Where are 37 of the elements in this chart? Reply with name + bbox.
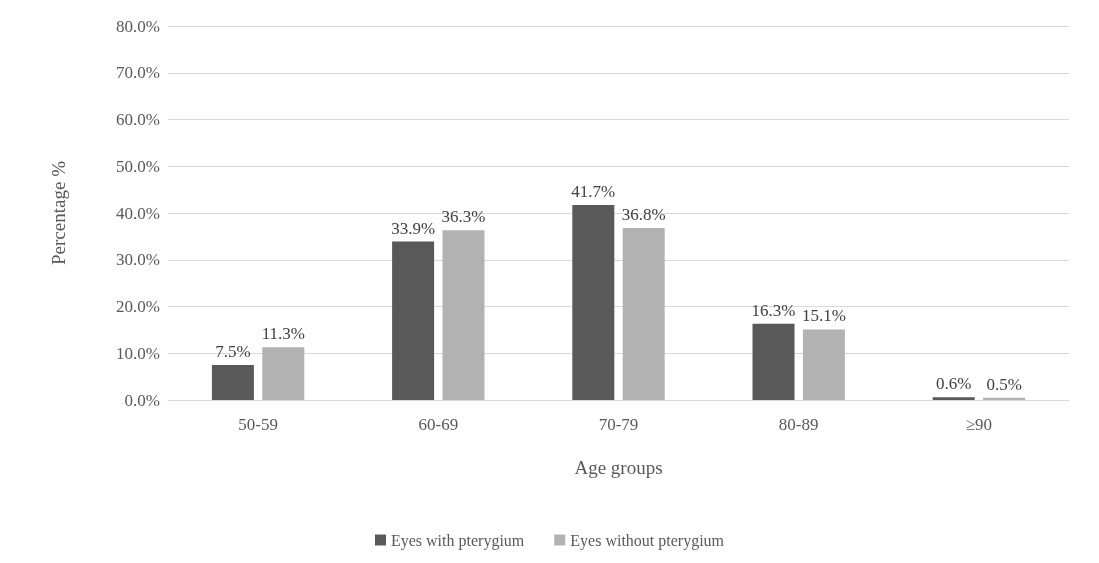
y-tick-label: 10.0%: [116, 343, 160, 363]
bar: [622, 227, 665, 400]
bar: [442, 230, 485, 400]
y-tick-label: 70.0%: [116, 63, 160, 83]
data-label: 0.5%: [986, 374, 1022, 394]
y-tick-label: 80.0%: [116, 16, 160, 36]
bar: [752, 323, 795, 400]
y-tick-label: 50.0%: [116, 156, 160, 176]
y-tick-label: 40.0%: [116, 203, 160, 223]
data-label: 33.9%: [391, 218, 436, 238]
x-tick-label: 60-69: [418, 415, 459, 434]
x-tick-label: 70-79: [598, 415, 639, 434]
x-tick-label: 50-59: [238, 415, 278, 434]
bar: [211, 364, 254, 400]
bar: [932, 397, 975, 400]
legend-label: Eyes without pterygium: [570, 531, 725, 550]
data-label: 36.3%: [441, 207, 486, 227]
bar: [392, 241, 435, 400]
data-label: 7.5%: [215, 341, 251, 361]
x-tick-label: 80-89: [778, 415, 819, 434]
data-label: 11.3%: [261, 324, 305, 344]
x-axis-title: Age groups: [574, 457, 663, 478]
bar: [262, 347, 305, 400]
data-label: 36.8%: [621, 204, 666, 224]
data-label: 0.6%: [935, 374, 972, 394]
data-label: 41.7%: [571, 182, 616, 202]
y-axis-title: Percentage %: [48, 160, 69, 265]
x-tick-label: ≥90: [965, 415, 993, 434]
y-tick-label: 0.0%: [124, 390, 160, 410]
data-label: 16.3%: [751, 300, 796, 320]
bar: [802, 329, 845, 400]
y-tick-label: 20.0%: [116, 297, 160, 316]
bar: [572, 205, 615, 400]
legend-label: Eyes with pterygium: [390, 531, 525, 550]
data-label: 15.1%: [801, 306, 846, 326]
y-tick-label: 60.0%: [116, 110, 160, 129]
y-tick-label: 30.0%: [116, 250, 160, 270]
